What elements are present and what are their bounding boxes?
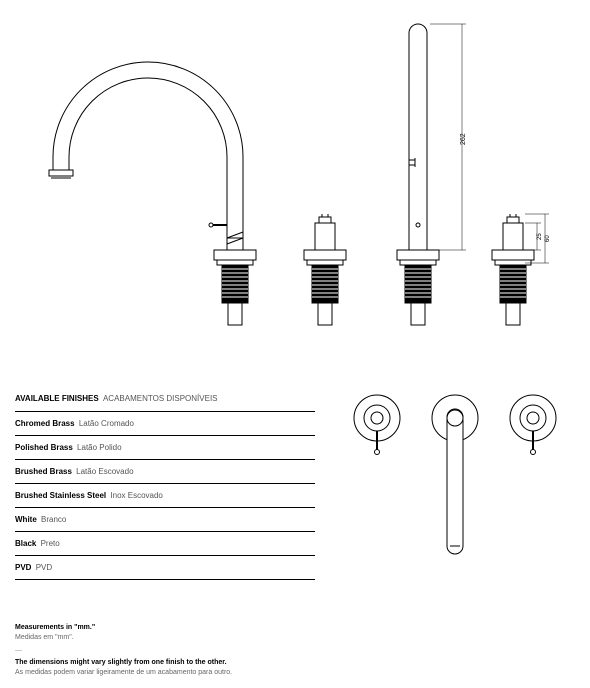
finish-row: Brushed Stainless Steel Inox Escovado bbox=[15, 484, 315, 508]
technical-drawings: 262 bbox=[15, 15, 572, 335]
finish-pt: Inox Escovado bbox=[110, 491, 162, 500]
finish-en: Polished Brass bbox=[15, 443, 73, 452]
finish-en: Brushed Brass bbox=[15, 467, 72, 476]
finishes-header: AVAILABLE FINISHES ACABAMENTOS DISPONÍVE… bbox=[15, 388, 315, 412]
finish-pt: Latão Escovado bbox=[76, 467, 133, 476]
note-divider: — bbox=[15, 646, 575, 656]
finish-pt: Latão Cromado bbox=[79, 419, 134, 428]
note-measurements-en: Measurements in "mm." bbox=[15, 623, 575, 633]
finish-en: White bbox=[15, 515, 37, 524]
finishes-table: AVAILABLE FINISHES ACABAMENTOS DISPONÍVE… bbox=[15, 388, 315, 580]
dim-h1: 60 bbox=[545, 235, 551, 242]
top-view-drawing bbox=[340, 380, 570, 580]
note-measurements-pt: Medidas em "mm". bbox=[15, 633, 575, 643]
finish-row: Brushed Brass Latão Escovado bbox=[15, 460, 315, 484]
finish-row: Chromed Brass Latão Cromado bbox=[15, 412, 315, 436]
finish-row: White Branco bbox=[15, 508, 315, 532]
dim-height: 262 bbox=[460, 133, 467, 145]
finish-pt: Preto bbox=[41, 539, 60, 548]
finish-pt: PVD bbox=[36, 563, 52, 572]
finish-pt: Latão Polido bbox=[77, 443, 121, 452]
finish-en: PVD bbox=[15, 563, 31, 572]
finish-pt: Branco bbox=[41, 515, 66, 524]
finish-row: Polished Brass Latão Polido bbox=[15, 436, 315, 460]
dim-h2: 25 bbox=[537, 233, 543, 240]
finishes-header-en: AVAILABLE FINISHES bbox=[15, 394, 99, 403]
finishes-header-pt: ACABAMENTOS DISPONÍVEIS bbox=[103, 394, 218, 403]
note-variance-pt: As medidas podem variar ligeiramente de … bbox=[15, 668, 575, 678]
finish-row: Black Preto bbox=[15, 532, 315, 556]
finish-en: Brushed Stainless Steel bbox=[15, 491, 106, 500]
note-variance-en: The dimensions might vary slightly from … bbox=[15, 658, 575, 668]
finish-en: Chromed Brass bbox=[15, 419, 75, 428]
finish-en: Black bbox=[15, 539, 36, 548]
footer-notes: Measurements in "mm." Medidas em "mm". —… bbox=[15, 623, 575, 678]
finish-row: PVD PVD bbox=[15, 556, 315, 580]
